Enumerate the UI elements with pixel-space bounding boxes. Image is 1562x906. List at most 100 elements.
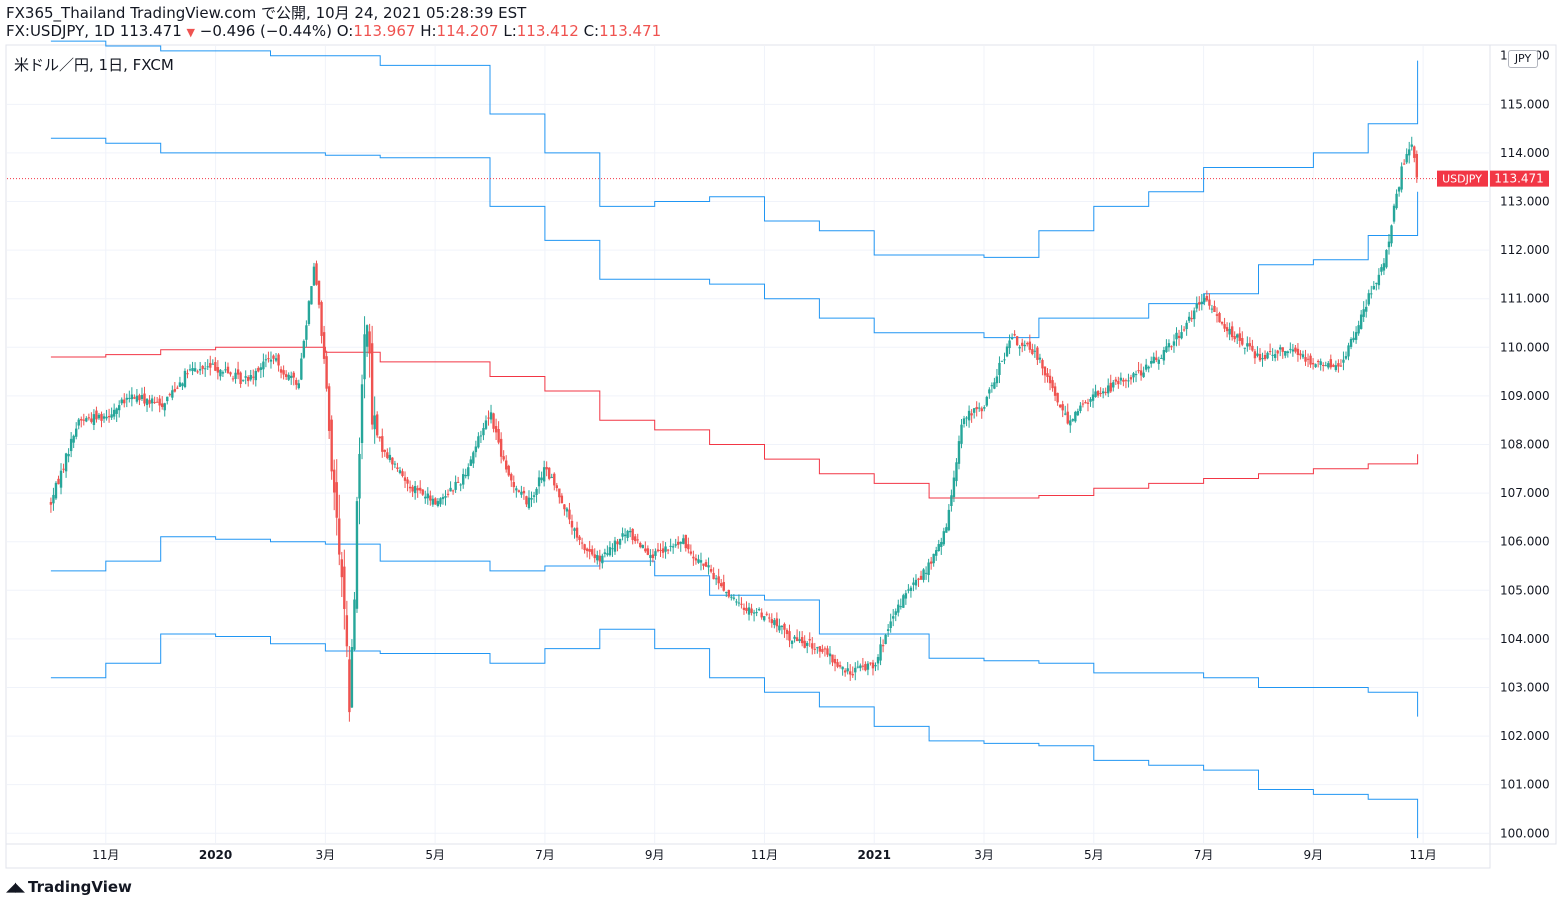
candle-body — [1375, 282, 1378, 284]
candle-body — [641, 545, 645, 549]
candle-body — [818, 646, 822, 652]
candle-body — [876, 657, 880, 664]
candle-body — [229, 372, 232, 375]
candle-body — [879, 644, 882, 661]
candle-body — [578, 536, 581, 541]
close-value: 113.471 — [599, 22, 662, 40]
candle-body — [1304, 357, 1307, 362]
candle-body — [765, 613, 768, 615]
time-axis[interactable] — [5, 843, 1491, 869]
band-upper_band_outer — [50, 40, 1419, 258]
currency-button[interactable]: JPY — [1508, 50, 1538, 68]
candle-body — [1079, 405, 1082, 411]
candle-body — [811, 643, 814, 649]
y-tick-label: 105.000 — [1500, 583, 1550, 597]
band-lower_band_inner — [50, 536, 1419, 717]
candle-body — [760, 612, 763, 618]
candle-body — [507, 465, 510, 476]
candle-body — [1142, 372, 1145, 378]
candle-body — [722, 582, 725, 591]
candle-body — [575, 527, 579, 538]
candle-body — [95, 410, 98, 420]
candle-body — [727, 590, 731, 597]
candle-body — [775, 618, 779, 627]
candle-body — [803, 640, 806, 648]
candle-body — [300, 358, 303, 380]
candle-body — [1048, 375, 1052, 384]
candle-body — [388, 454, 392, 461]
candle-body — [548, 467, 551, 479]
candle-body — [1279, 347, 1282, 350]
candle-body — [87, 417, 91, 419]
candle-body — [158, 398, 161, 406]
candle-body — [856, 666, 860, 668]
candle-body — [1026, 343, 1029, 345]
candle-body — [1187, 316, 1191, 321]
candle-body — [340, 559, 343, 578]
candle-body — [651, 554, 655, 559]
candle-body — [462, 474, 465, 485]
candle-body — [843, 670, 847, 673]
candle-body — [1096, 391, 1100, 396]
candle-body — [105, 416, 108, 419]
candle-body — [712, 572, 715, 580]
candle-body — [295, 380, 298, 385]
candle-body — [1056, 392, 1059, 403]
candle-body — [1177, 335, 1181, 338]
candle-body — [861, 665, 865, 667]
candle-body — [426, 493, 429, 499]
candle-body — [914, 579, 918, 586]
tradingview-logo[interactable]: ◢◣ TradingView — [6, 878, 132, 896]
y-tick-label: 104.000 — [1500, 632, 1550, 646]
candle-body — [520, 491, 523, 495]
candle-body — [188, 369, 192, 371]
candle-body — [869, 662, 872, 664]
last-price-tag-bg — [1490, 170, 1549, 187]
candle-body — [1408, 149, 1411, 156]
y-tick-label: 107.000 — [1500, 486, 1550, 500]
candle-body — [684, 534, 688, 549]
symbol-info: FX:USDJPY, 1D 113.471 — [6, 22, 182, 40]
candle-body — [499, 438, 503, 457]
candle-body — [128, 397, 131, 399]
candle-body — [1051, 380, 1054, 389]
candle-body — [904, 593, 908, 599]
x-tick-label: 11月 — [92, 848, 119, 862]
candle-body — [611, 548, 614, 550]
y-tick-label: 106.000 — [1500, 535, 1550, 549]
candle-body — [1134, 374, 1138, 376]
candle-body — [1101, 391, 1105, 394]
last-price-tag: 113.471 — [1494, 172, 1544, 186]
candle-body — [176, 387, 179, 389]
candle-body — [451, 490, 455, 492]
candle-body — [613, 540, 617, 552]
candle-body — [699, 560, 703, 563]
candle-body — [272, 355, 275, 359]
candle-body — [345, 615, 349, 647]
y-tick-label: 102.000 — [1500, 729, 1550, 743]
candle-body — [1236, 334, 1239, 338]
y-tick-label: 103.000 — [1500, 680, 1550, 694]
candle-body — [806, 642, 809, 646]
candle-body — [851, 674, 854, 676]
candle-body — [790, 640, 794, 644]
candle-body — [709, 569, 713, 572]
candle-body — [434, 498, 437, 505]
candle-body — [912, 582, 915, 585]
band-upper_band_inner — [50, 137, 1419, 339]
candle-body — [378, 436, 381, 439]
candle-body — [659, 549, 662, 551]
candle-body — [1122, 379, 1125, 382]
candle-body — [608, 547, 612, 556]
candle-body — [386, 452, 389, 459]
y-tick-label: 115.000 — [1500, 97, 1550, 111]
candle-body — [947, 509, 951, 531]
candle-body — [1160, 357, 1163, 359]
candle-body — [252, 376, 255, 378]
candle-body — [725, 592, 728, 594]
candle-body — [1284, 351, 1287, 356]
candle-body — [1291, 349, 1295, 352]
candle-body — [929, 561, 933, 564]
candle-body — [717, 576, 720, 584]
